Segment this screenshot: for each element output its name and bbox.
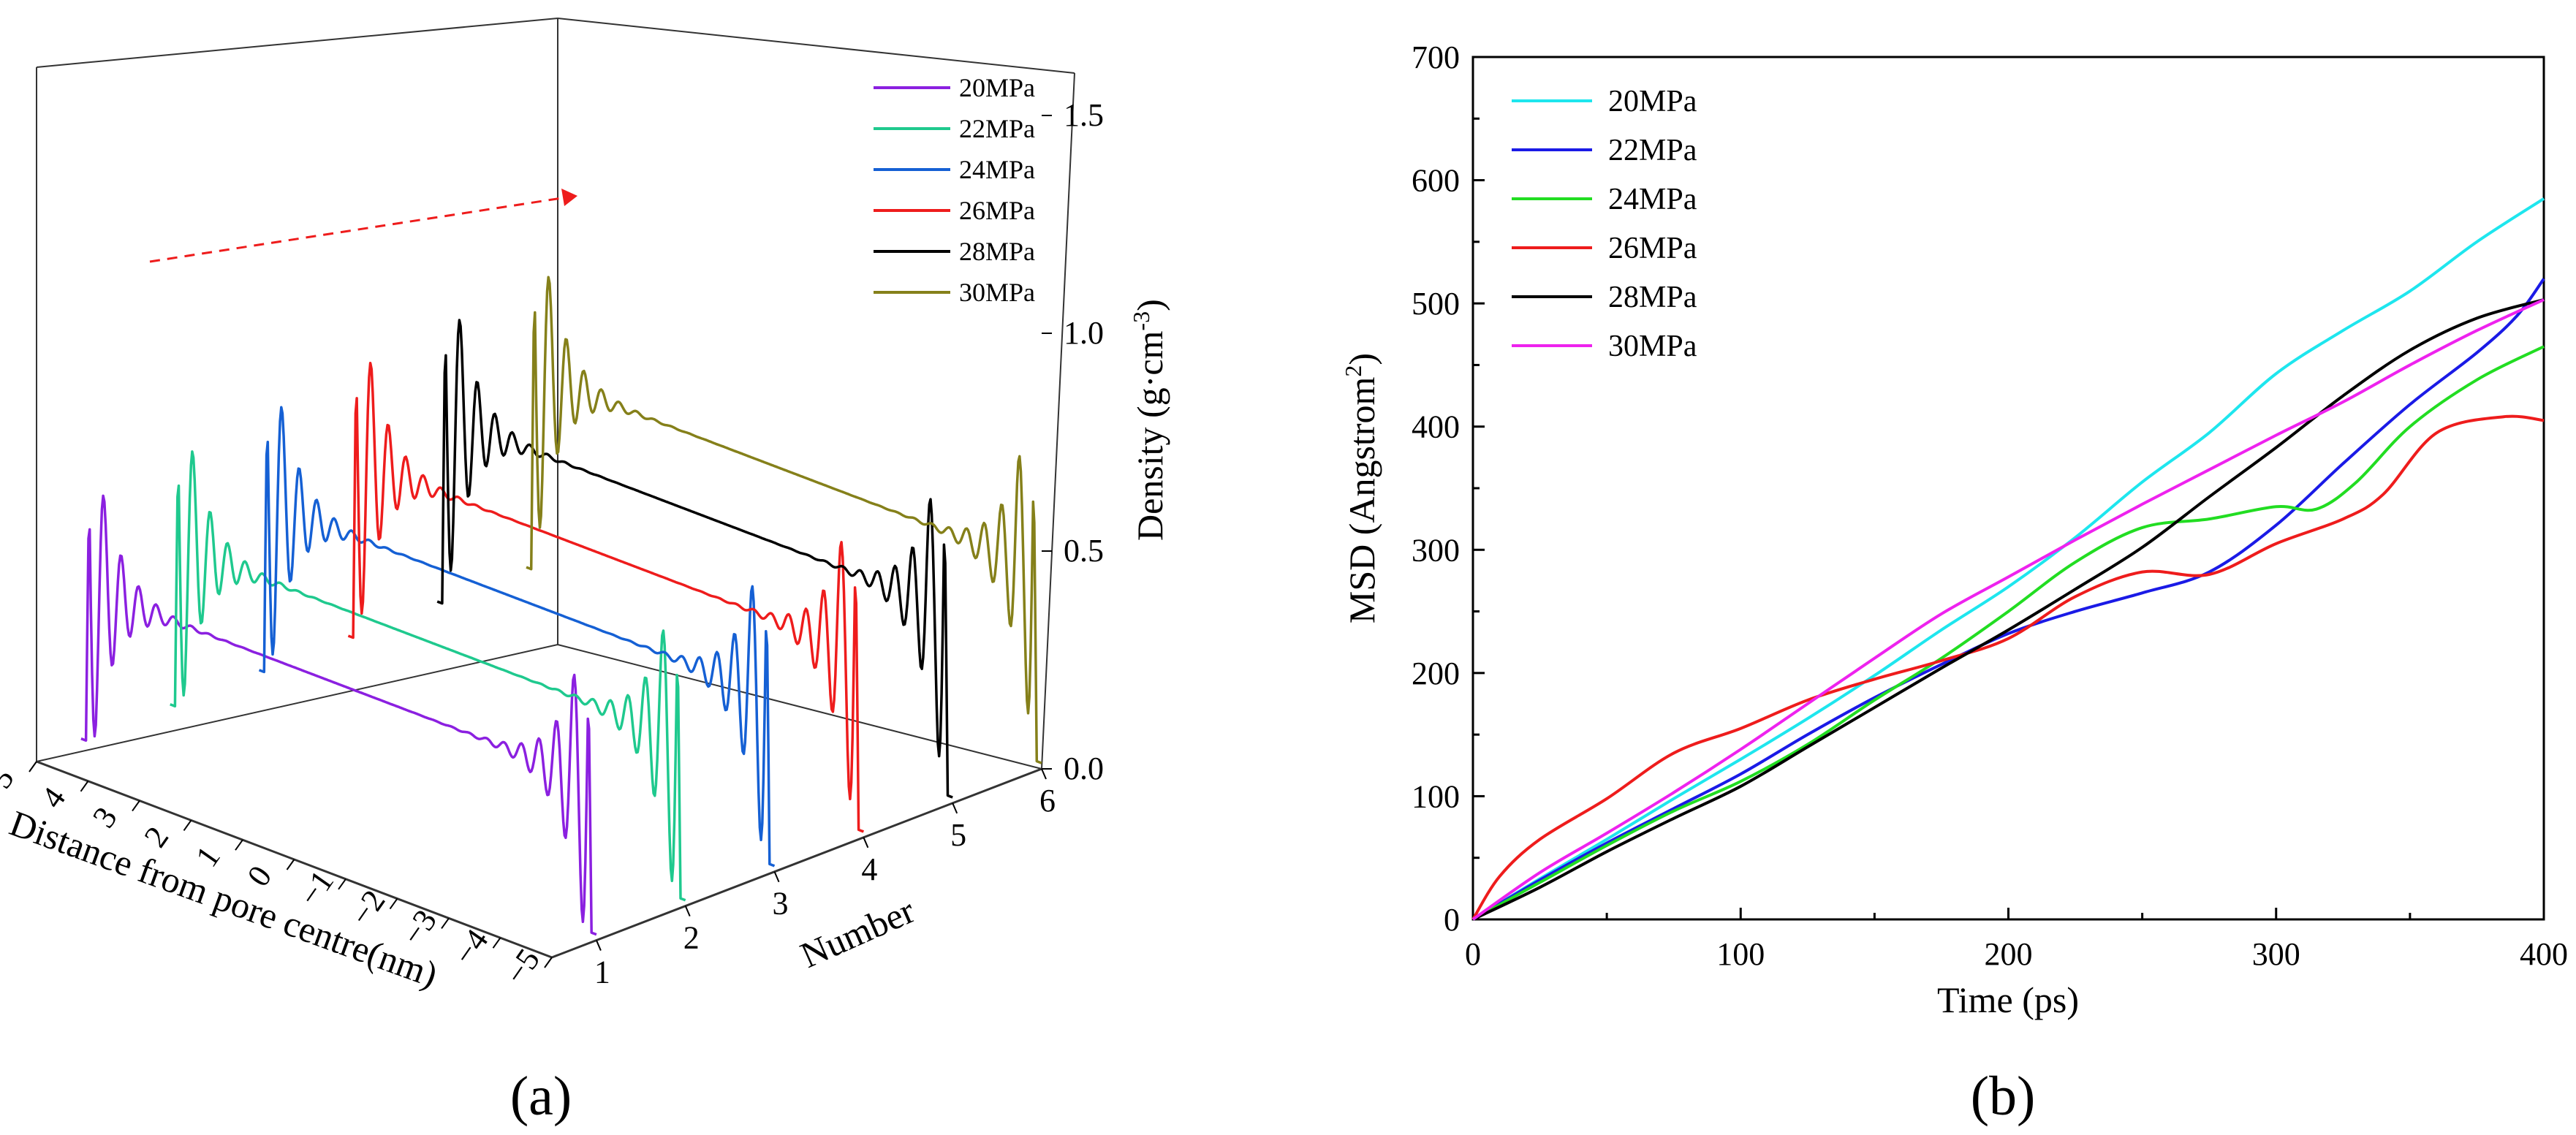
x-tick-label: −4 — [447, 922, 496, 971]
z-tick-label: 0.0 — [1064, 751, 1104, 786]
y-tick-label: 0 — [1444, 902, 1460, 938]
panel-a-y-axis-title: Number — [795, 889, 921, 976]
legend-label-22MPa: 22MPa — [1608, 134, 1697, 167]
panel-a-z-axis-title: Density (g·cm-3) — [1128, 299, 1170, 541]
legend-label-30MPa: 30MPa — [1608, 330, 1697, 363]
panel-b-x-ticks: 0 100 200 300 400 — [1465, 908, 2568, 972]
x-tick-label: 5 — [0, 762, 21, 795]
y-tick-label: 400 — [1412, 409, 1460, 445]
x-tick-mark — [492, 937, 501, 949]
y-tick-mark — [773, 871, 780, 883]
panel-a-label: (a) — [510, 1066, 572, 1127]
x-tick-label: 300 — [2252, 936, 2300, 972]
x-tick-label: −5 — [498, 942, 547, 990]
legend-label-24MPa: 24MPa — [1608, 183, 1697, 216]
panel-b-series-lines — [1471, 197, 2545, 921]
x-tick-mark — [80, 781, 89, 792]
series-line-26MPa — [1471, 414, 2545, 921]
x-tick-mark — [235, 839, 243, 851]
panel-b-y-axis-title: MSD (Angstrom2) — [1340, 353, 1382, 623]
series-line-24MPa — [1472, 345, 2545, 921]
density-curve-22MPa — [170, 450, 686, 902]
x-tick-mark — [544, 957, 553, 968]
y-tick-mark — [1041, 768, 1047, 780]
x-tick-label: 400 — [2520, 936, 2568, 972]
y-tick-label: 200 — [1412, 656, 1460, 691]
panel-b-msd-chart: 0 100 200 300 400 0 100 200 300 400 500 600 700 20M… — [1340, 39, 2568, 1127]
x-tick-label: 0 — [1465, 936, 1481, 972]
x-tick-mark — [389, 898, 398, 910]
x-tick-mark — [132, 800, 140, 812]
x-tick-mark — [183, 819, 192, 831]
legend-label-26MPa: 26MPa — [959, 196, 1035, 225]
legend-label-20MPa: 20MPa — [959, 73, 1035, 102]
y-tick-label: 300 — [1412, 532, 1460, 568]
density-curve-26MPa — [347, 361, 865, 833]
density-curve-24MPa — [258, 406, 776, 868]
panel-b-legend: 20MPa 22MPa 24MPa 26MPa 28MPa 30MPa — [1512, 85, 1697, 363]
x-tick-mark — [29, 761, 37, 773]
y-tick-label: 3 — [773, 886, 789, 922]
panel-a-box-frame — [36, 18, 1075, 959]
series-line-28MPa — [1472, 298, 2545, 921]
y-tick-label: 4 — [861, 851, 877, 887]
x-tick-mark — [338, 878, 346, 890]
legend-label-24MPa: 24MPa — [959, 155, 1035, 184]
legend-label-30MPa: 30MPa — [959, 278, 1035, 307]
legend-label-28MPa: 28MPa — [959, 237, 1035, 266]
panel-a-legend: 20MPa 22MPa 24MPa 26MPa 28MPa 30MPa — [874, 73, 1035, 307]
y-tick-label: 100 — [1412, 778, 1460, 814]
panel-a-y-ticks: 1 2 3 4 5 6 — [594, 768, 1056, 990]
legend-label-28MPa: 28MPa — [1608, 281, 1697, 314]
density-curve-20MPa — [80, 494, 597, 936]
legend-label-22MPa: 22MPa — [959, 114, 1035, 143]
legend-label-20MPa: 20MPa — [1608, 85, 1697, 118]
y-tick-label: 1 — [594, 954, 610, 990]
z-tick-label: 0.5 — [1064, 533, 1104, 569]
y-tick-label: 2 — [683, 920, 700, 956]
density-curve-30MPa — [526, 276, 1042, 764]
panel-b-x-axis-title: Time (ps) — [1937, 979, 2079, 1020]
z-tick-label: 1.5 — [1064, 97, 1104, 133]
y-tick-mark — [952, 802, 958, 814]
legend-label-26MPa: 26MPa — [1608, 232, 1697, 265]
panel-b-y-ticks: 0 100 200 300 400 500 600 700 — [1412, 39, 1485, 938]
y-tick-label: 500 — [1412, 286, 1460, 322]
series-line-30MPa — [1471, 298, 2545, 921]
panel-a-peak-trend-arrow — [149, 189, 577, 263]
y-tick-mark — [863, 837, 869, 849]
y-tick-label: 600 — [1412, 163, 1460, 199]
y-tick-mark — [684, 906, 691, 917]
y-tick-label: 6 — [1039, 783, 1056, 819]
y-tick-label: 700 — [1412, 39, 1460, 75]
z-tick-label: 1.0 — [1064, 315, 1104, 351]
y-tick-mark — [595, 940, 602, 951]
x-tick-mark — [286, 859, 295, 870]
series-line-20MPa — [1471, 197, 2545, 921]
panel-b-label: (b) — [1971, 1066, 2036, 1127]
x-tick-label: 200 — [1985, 936, 2033, 972]
panel-a-series-curves — [80, 276, 1042, 936]
density-curve-28MPa — [436, 319, 953, 799]
panel-a-z-ticks: 0.0 0.5 1.0 1.5 — [1042, 97, 1104, 786]
x-tick-mark — [441, 917, 450, 929]
x-tick-label: 100 — [1716, 936, 1765, 972]
y-tick-label: 5 — [950, 817, 966, 853]
